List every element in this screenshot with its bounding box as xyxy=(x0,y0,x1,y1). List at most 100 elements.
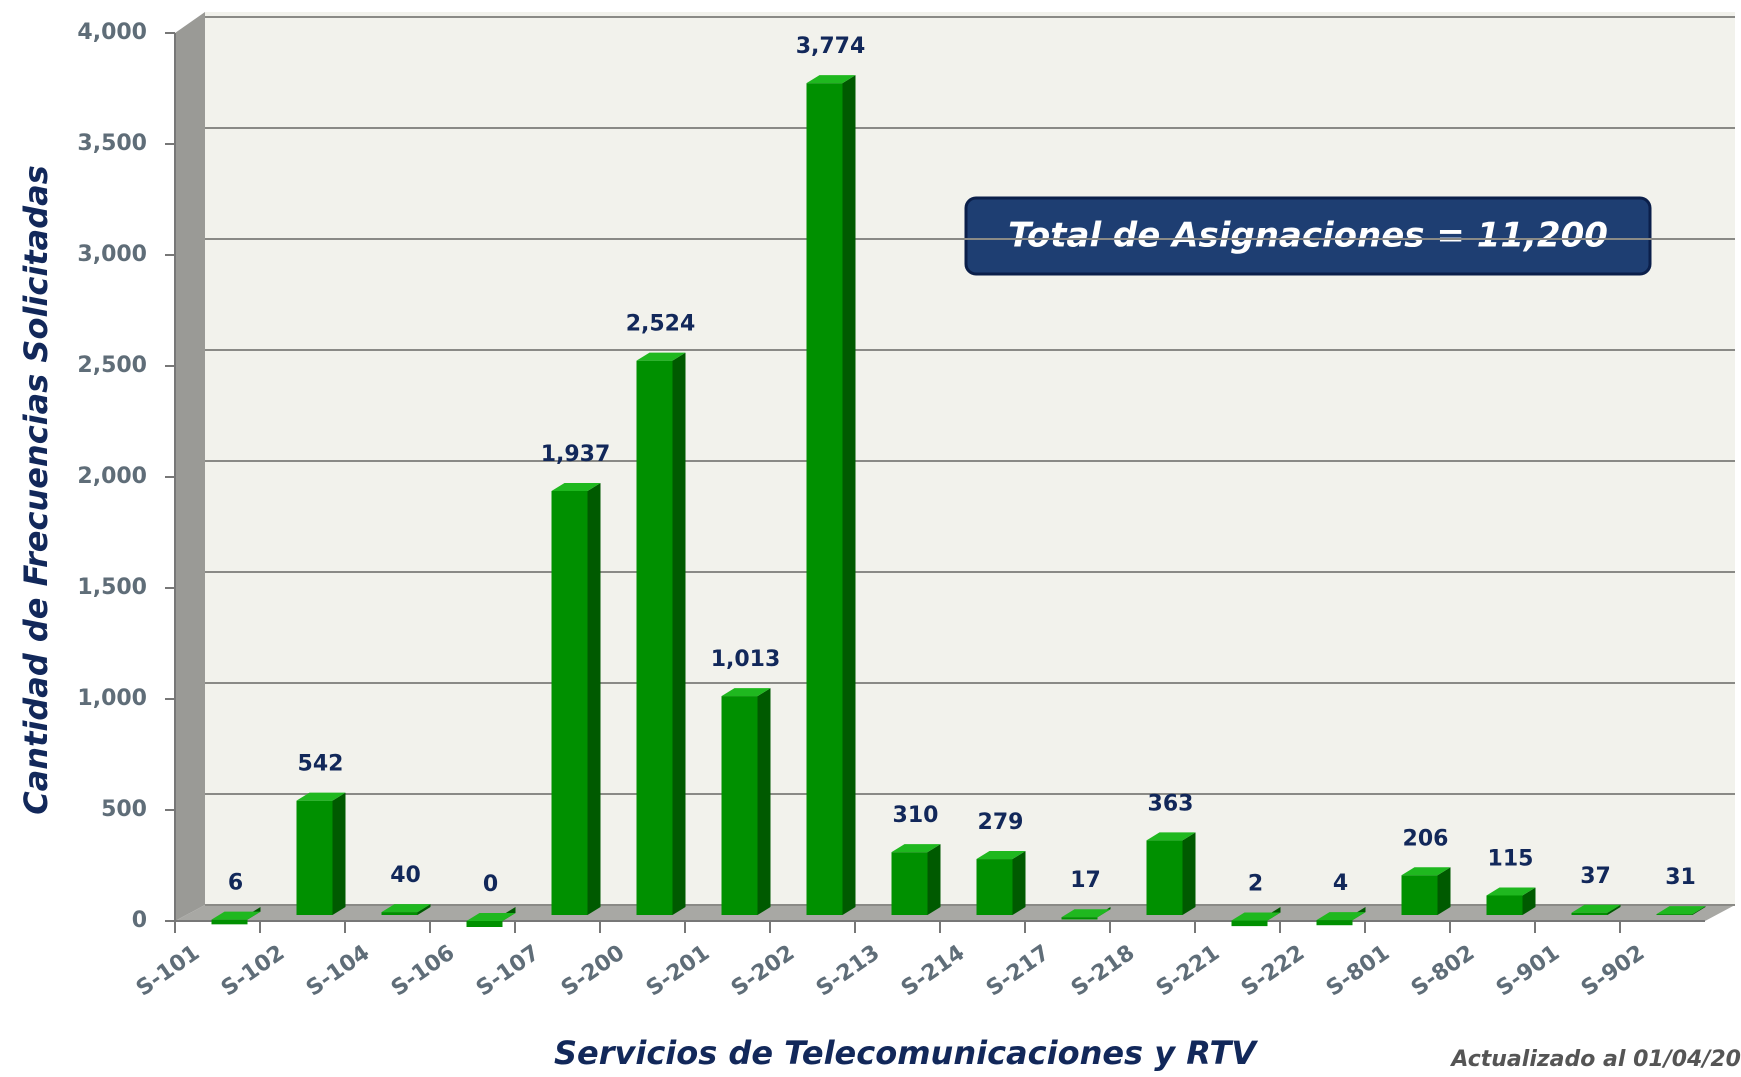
y-tick-label: 3,500 xyxy=(77,131,147,156)
x-tick-label: S-201 xyxy=(642,940,714,1001)
x-tick-label: S-106 xyxy=(387,940,459,1001)
bar xyxy=(381,912,418,915)
x-tick-label: S-902 xyxy=(1577,940,1649,1001)
y-tick-label: 1,500 xyxy=(77,575,147,600)
x-axis-label: Servicios de Telecomunicaciones y RTV xyxy=(554,1034,1258,1072)
update-note: Actualizado al 01/04/20 xyxy=(1449,1047,1741,1072)
x-tick-label: S-102 xyxy=(217,940,289,1001)
total-box xyxy=(964,196,1652,276)
bar-side xyxy=(842,75,856,915)
bar-top xyxy=(1316,912,1366,921)
bar-top xyxy=(1231,912,1281,921)
bar xyxy=(1061,917,1098,920)
bar-top xyxy=(1571,904,1621,913)
bar-side xyxy=(672,352,686,915)
bar-top xyxy=(1061,909,1111,918)
x-tick-label: S-213 xyxy=(812,940,884,1001)
bar xyxy=(891,852,928,915)
value-label: 115 xyxy=(1488,846,1534,871)
value-label: 31 xyxy=(1665,865,1696,890)
x-tick-label: S-217 xyxy=(982,940,1054,1001)
y-tick-label: 2,000 xyxy=(77,464,147,489)
value-label: 2,524 xyxy=(626,312,696,337)
x-tick-label: S-101 xyxy=(132,940,204,1001)
bar-top xyxy=(296,792,346,801)
bar xyxy=(1146,840,1183,915)
bar xyxy=(1401,875,1438,915)
value-label: 1,937 xyxy=(541,442,611,467)
bar xyxy=(551,490,588,915)
y-tick-label: 500 xyxy=(101,797,147,822)
x-tick-label: S-200 xyxy=(557,940,629,1001)
value-label: 3,774 xyxy=(796,34,866,59)
bar-side xyxy=(332,792,346,915)
y-tick-label: 4,000 xyxy=(77,20,147,45)
bar-top xyxy=(1656,906,1706,915)
bar-top xyxy=(636,352,686,361)
value-label: 363 xyxy=(1148,791,1194,816)
bar-top xyxy=(976,851,1026,860)
value-label: 40 xyxy=(390,863,421,888)
y-tick-label: 2,500 xyxy=(77,353,147,378)
bar-top xyxy=(721,688,771,697)
bar-side xyxy=(1607,904,1621,915)
bar-top xyxy=(1146,832,1196,841)
value-label: 310 xyxy=(893,803,939,828)
x-tick-label: S-107 xyxy=(472,940,544,1001)
bar xyxy=(1656,914,1693,915)
value-label: 206 xyxy=(1403,826,1449,851)
bar-side xyxy=(1692,906,1706,915)
value-label: 17 xyxy=(1070,868,1101,893)
bar-top xyxy=(381,904,431,913)
bar xyxy=(1231,920,1268,927)
bar xyxy=(211,919,248,925)
total-annotation: Total de Asignaciones = 11,200 xyxy=(1008,216,1608,256)
bar-top xyxy=(891,844,941,853)
x-tick-label: S-221 xyxy=(1152,940,1224,1001)
x-tick-label: S-202 xyxy=(727,940,799,1001)
side-wall xyxy=(175,12,205,921)
bar xyxy=(806,83,843,915)
x-tick-label: S-104 xyxy=(302,940,374,1001)
value-label: 1,013 xyxy=(711,647,781,672)
bar-top xyxy=(1401,867,1451,876)
bar xyxy=(296,800,333,915)
y-tick-label: 1,000 xyxy=(77,686,147,711)
bar xyxy=(1486,895,1523,915)
bar-top xyxy=(551,482,601,491)
y-axis-label: Cantidad de Frecuencias Solicitadas xyxy=(17,165,55,815)
x-tick-label: S-222 xyxy=(1237,940,1309,1001)
bar xyxy=(1316,920,1353,926)
bar-side xyxy=(1012,851,1026,915)
bar xyxy=(466,921,503,927)
bar-side xyxy=(757,688,771,915)
x-tick-label: S-802 xyxy=(1407,940,1479,1001)
bar-side xyxy=(1522,887,1536,915)
bar xyxy=(1571,912,1608,915)
y-tick-label: 3,000 xyxy=(77,242,147,267)
value-label: 2 xyxy=(1248,872,1263,897)
bar xyxy=(976,859,1013,915)
x-tick-label: S-901 xyxy=(1492,940,1564,1001)
x-tick-label: S-218 xyxy=(1067,940,1139,1001)
back-wall xyxy=(205,12,1735,905)
bar xyxy=(636,360,673,915)
bar-side xyxy=(1182,832,1196,915)
value-label: 4 xyxy=(1333,871,1348,896)
value-label: 0 xyxy=(483,872,498,897)
x-tick-label: S-214 xyxy=(897,940,969,1001)
y-tick-label: 0 xyxy=(132,908,147,933)
bar-side xyxy=(927,844,941,915)
bar-top xyxy=(211,911,261,920)
bar-side xyxy=(1437,867,1451,915)
bar-side xyxy=(587,482,601,915)
bar-top xyxy=(1486,887,1536,896)
bar-top xyxy=(806,75,856,84)
bar-top xyxy=(466,913,516,921)
value-label: 542 xyxy=(298,752,344,777)
value-label: 6 xyxy=(228,871,243,896)
bar-side xyxy=(417,904,431,915)
value-label: 37 xyxy=(1580,864,1611,889)
value-label: 279 xyxy=(978,810,1024,835)
